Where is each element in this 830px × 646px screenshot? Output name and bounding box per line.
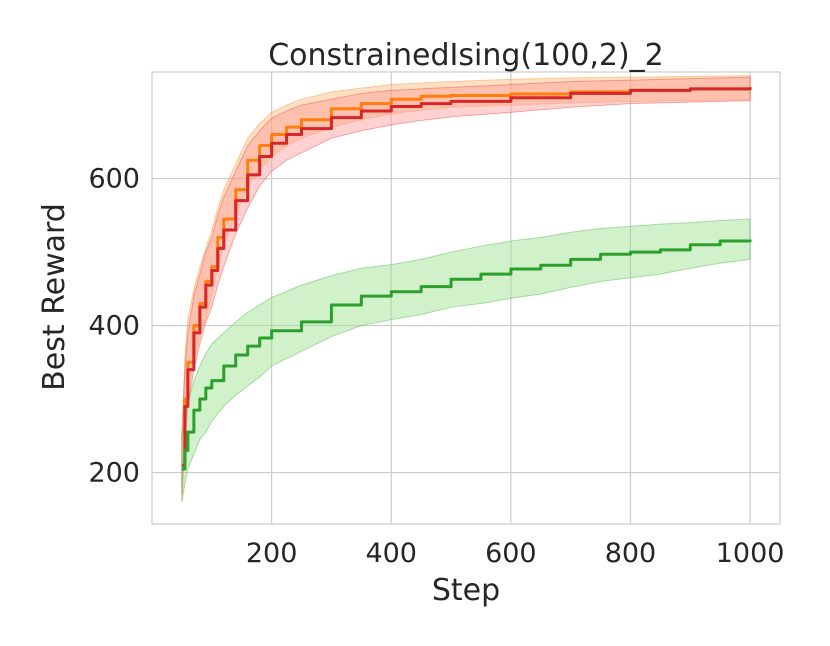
series-1-line (181, 87, 752, 467)
tick-labels: 200 400 600 800 1000 200 400 600 (88, 164, 784, 569)
y-tick-label: 600 (88, 164, 140, 195)
series-2-band (181, 218, 751, 503)
series-0-band (181, 75, 751, 502)
series-1-band (181, 76, 751, 495)
series-2-line (181, 239, 752, 471)
series-0-line (181, 86, 752, 471)
y-axis-label: Best Reward (37, 203, 72, 391)
x-tick-label: 600 (485, 538, 537, 569)
x-tick-label: 800 (605, 538, 657, 569)
confidence-bands (181, 75, 751, 503)
grid (152, 72, 780, 524)
y-tick-label: 400 (88, 311, 140, 342)
x-tick-label: 1000 (716, 538, 785, 569)
x-tick-label: 400 (365, 538, 417, 569)
x-axis-label: Step (432, 573, 500, 608)
x-tick-label: 200 (246, 538, 298, 569)
series-lines (181, 86, 752, 471)
chart-title: ConstrainedIsing(100,2)_2 (268, 38, 664, 73)
plot-frame (151, 71, 781, 525)
y-tick-label: 200 (88, 458, 140, 489)
